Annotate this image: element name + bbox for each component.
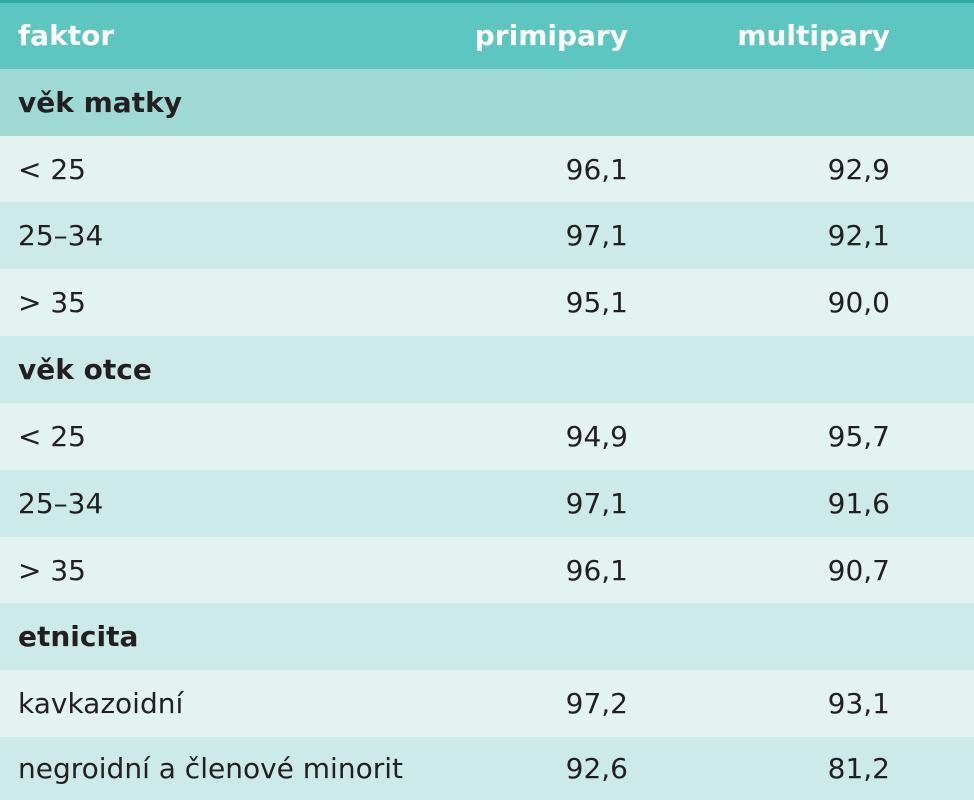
row-primipary: 97,1 [565, 486, 628, 520]
table-row: < 25 96,1 92,9 [0, 135, 974, 203]
row-primipary: 96,1 [565, 152, 628, 186]
row-primipary: 96,1 [565, 553, 628, 587]
row-primipary: 95,1 [565, 286, 628, 320]
table-row: < 25 94,9 95,7 [0, 402, 974, 470]
row-multipary: 93,1 [827, 687, 890, 721]
row-multipary: 92,1 [827, 219, 890, 253]
row-label: < 25 [18, 152, 86, 186]
row-label: 25–34 [18, 486, 104, 520]
row-primipary: 92,6 [565, 752, 628, 786]
row-primipary: 97,2 [565, 687, 628, 721]
table-row: kavkazoidní 97,2 93,1 [0, 670, 974, 738]
table-row: > 35 96,1 90,7 [0, 536, 974, 604]
row-multipary: 92,9 [827, 152, 890, 186]
header-factor: faktor [18, 19, 115, 53]
row-multipary: 90,0 [827, 286, 890, 320]
row-label: negroidní a členové minorit [18, 752, 403, 786]
table-row: 25–34 97,1 92,1 [0, 202, 974, 270]
section-title: věk matky [18, 85, 182, 119]
table-row: 25–34 97,1 91,6 [0, 469, 974, 537]
header-multipary: multipary [737, 19, 890, 53]
row-multipary: 81,2 [827, 752, 890, 786]
table-header: faktor primipary multipary [0, 0, 974, 69]
header-primipary: primipary [474, 19, 628, 53]
section-title: etnicita [18, 620, 139, 654]
table-row: negroidní a členové minorit 92,6 81,2 [0, 737, 974, 800]
row-multipary: 95,7 [827, 419, 890, 453]
row-label: < 25 [18, 419, 86, 453]
section-title: věk otce [18, 353, 152, 387]
row-label: kavkazoidní [18, 687, 184, 721]
row-label: 25–34 [18, 219, 104, 253]
table-row: > 35 95,1 90,0 [0, 269, 974, 337]
row-primipary: 97,1 [565, 219, 628, 253]
row-multipary: 90,7 [827, 553, 890, 587]
row-label: > 35 [18, 286, 86, 320]
row-primipary: 94,9 [565, 419, 628, 453]
section-header-mother-age: věk matky [0, 68, 974, 136]
section-header-father-age: věk otce [0, 336, 974, 403]
row-label: > 35 [18, 553, 86, 587]
section-header-ethnicity: etnicita [0, 603, 974, 671]
row-multipary: 91,6 [827, 486, 890, 520]
